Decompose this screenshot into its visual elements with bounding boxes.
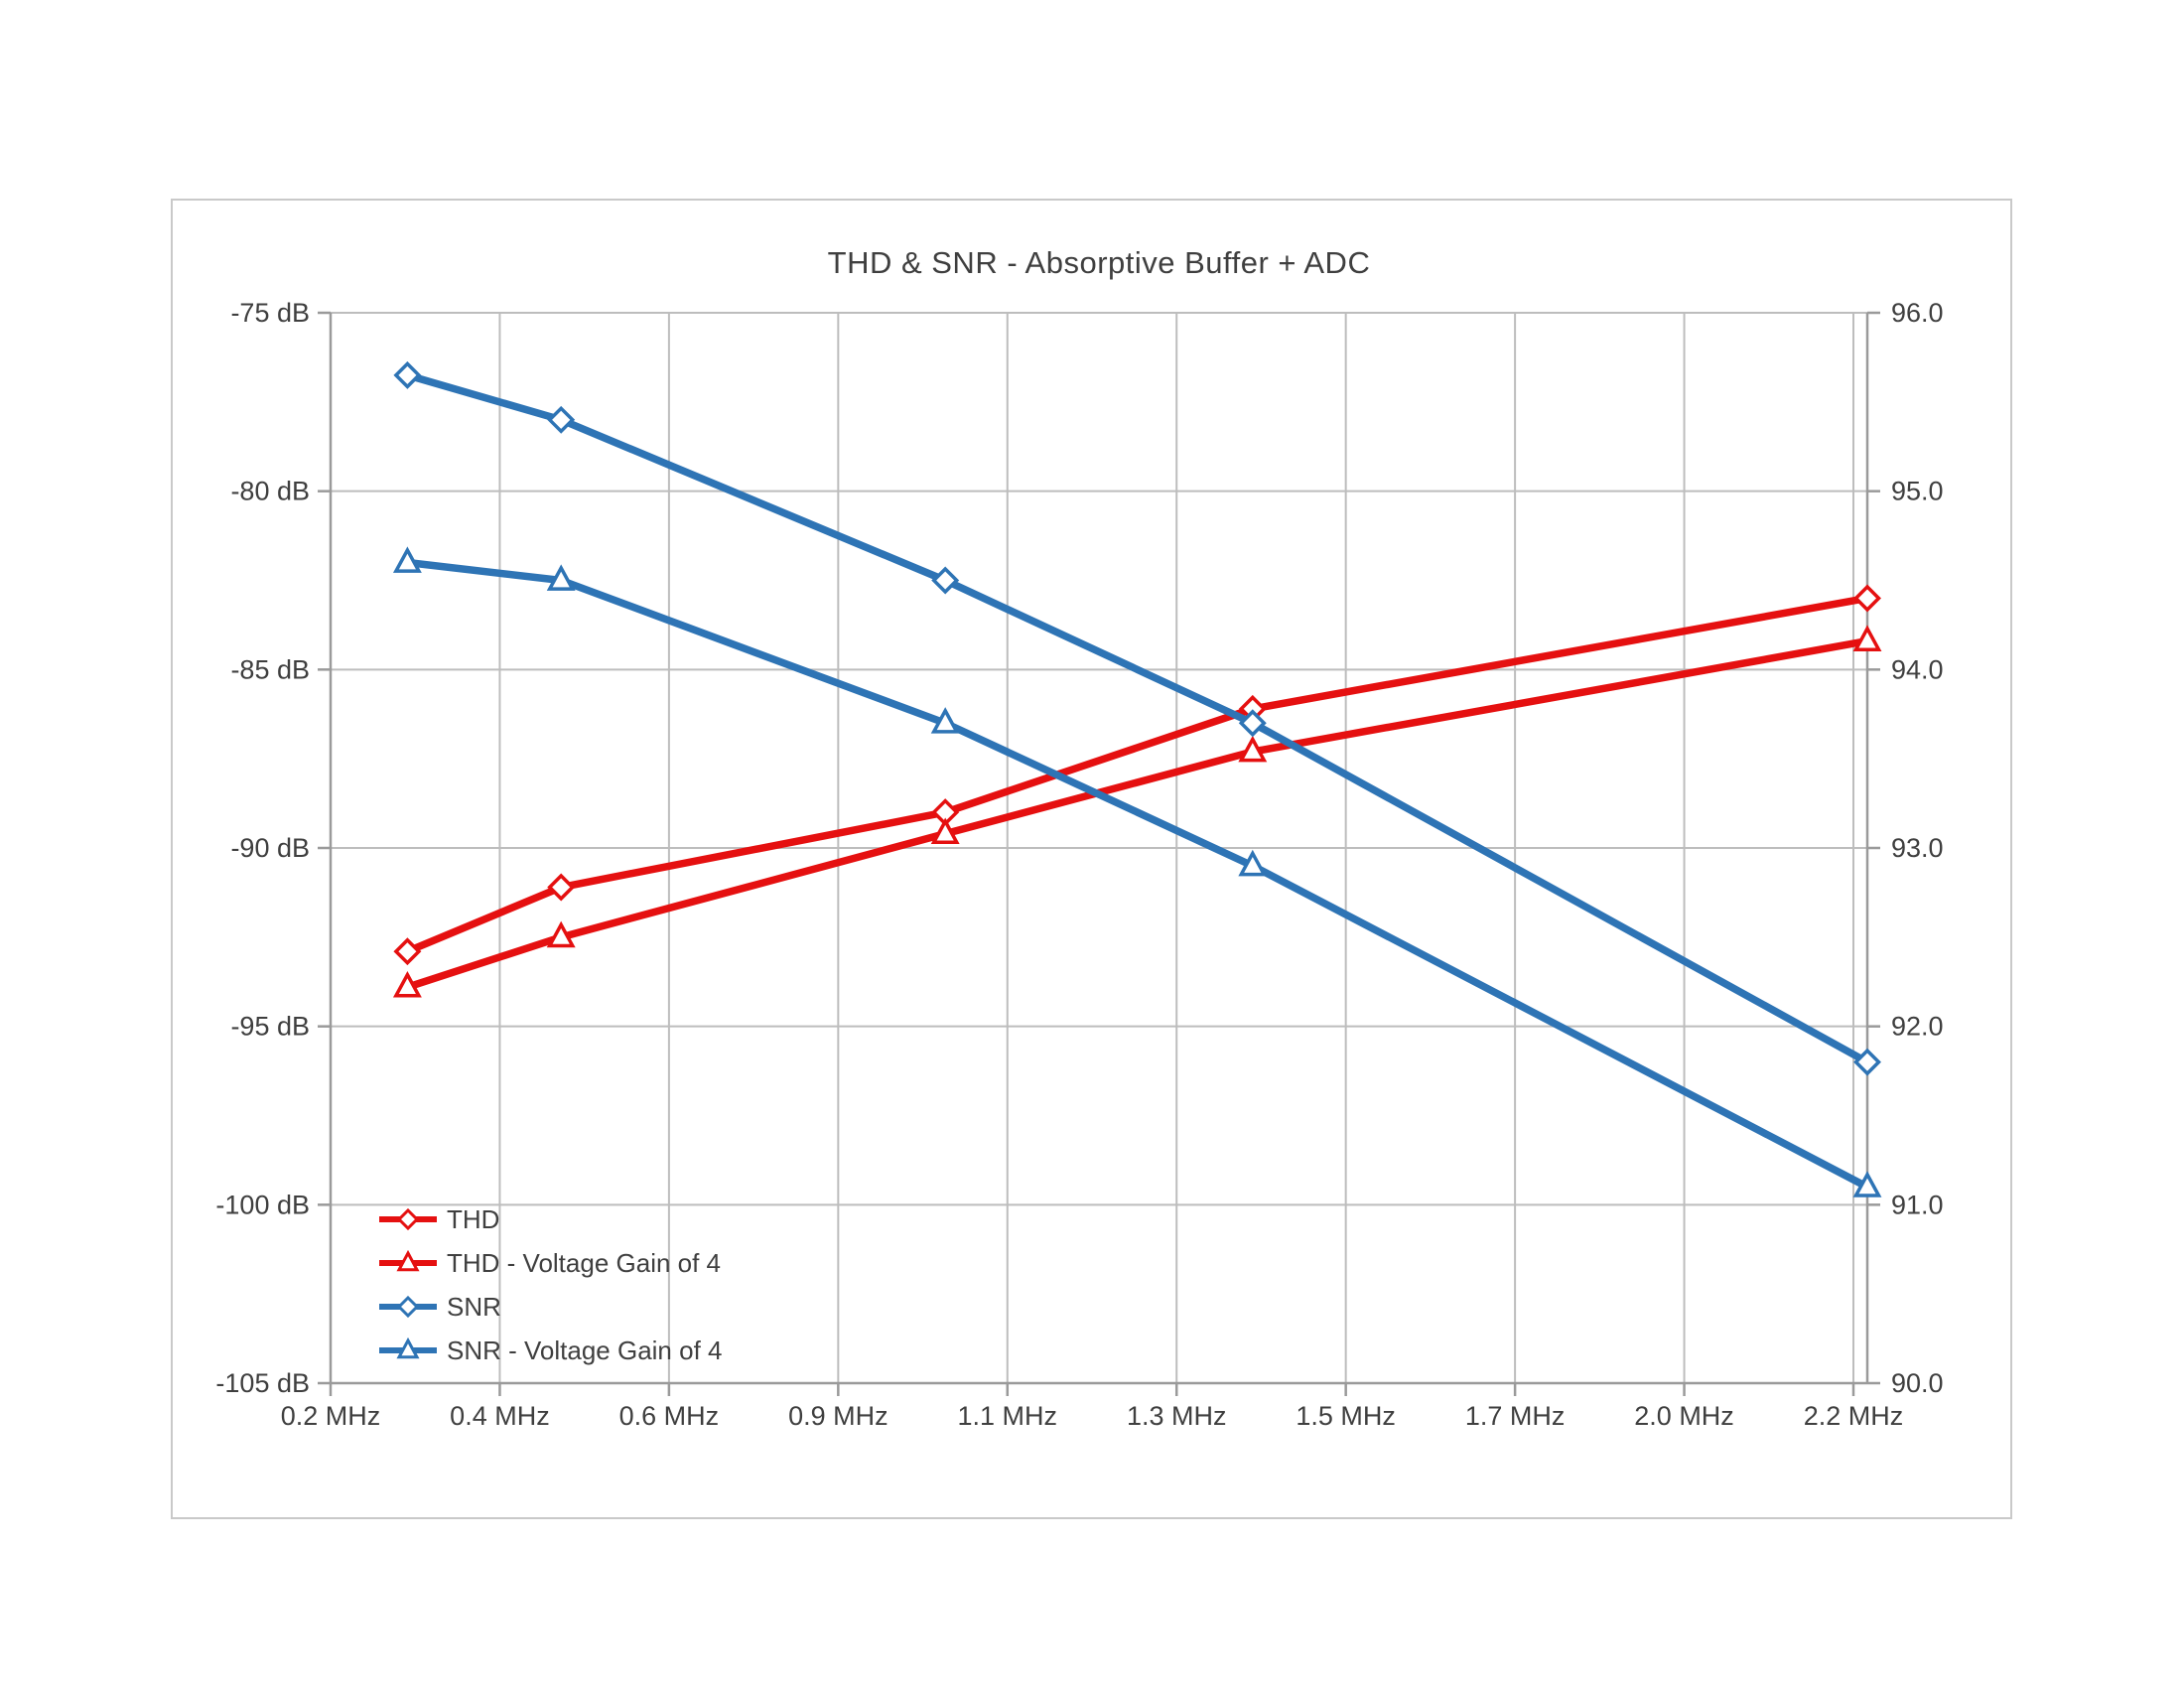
legend-item: SNR - Voltage Gain of 4 <box>377 1329 722 1372</box>
triangle-marker-icon <box>546 564 576 591</box>
diamond-marker-icon <box>1853 584 1881 613</box>
y-right-tick-label: 95.0 <box>1891 477 1944 506</box>
legend-item: THD - Voltage Gain of 4 <box>377 1241 722 1285</box>
y-right-tick-label: 91.0 <box>1891 1190 1944 1219</box>
x-tick-label: 0.9 MHz <box>788 1401 888 1431</box>
chart-legend: THD THD - Voltage Gain of 4 SNR SNR - Volta… <box>377 1197 722 1372</box>
diamond-marker-icon <box>547 873 576 902</box>
legend-label: THD <box>447 1203 500 1234</box>
chart-title: THD & SNR - Absorptive Buffer + ADC <box>827 245 1371 280</box>
diamond-marker-icon <box>393 937 422 966</box>
x-tick-label: 0.4 MHz <box>450 1401 550 1431</box>
x-tick-label: 0.6 MHz <box>619 1401 720 1431</box>
series-line-snr <box>406 371 1869 1065</box>
triangle-marker-icon <box>396 1336 420 1359</box>
triangle-marker-icon <box>1238 735 1268 763</box>
x-tick-label: 1.5 MHz <box>1296 1401 1396 1431</box>
y-right-tick-label: 90.0 <box>1891 1368 1944 1398</box>
x-tick-label: 1.1 MHz <box>958 1401 1058 1431</box>
x-tick-label: 2.2 MHz <box>1804 1401 1904 1431</box>
legend-label: THD - Voltage Gain of 4 <box>447 1247 722 1278</box>
diamond-marker-icon <box>547 405 576 434</box>
legend-diamond-marker-icon <box>379 1295 437 1319</box>
y-left-tick-label: -100 dB <box>215 1190 310 1219</box>
chart-frame <box>171 199 2012 1519</box>
triangle-marker-icon <box>1852 625 1882 651</box>
triangle-marker-icon <box>1852 1171 1882 1197</box>
legend-triangle-marker-icon <box>379 1336 437 1359</box>
triangle-marker-icon <box>1238 849 1268 877</box>
legend-label: SNR - Voltage Gain of 4 <box>447 1335 723 1365</box>
legend-item: SNR <box>377 1285 722 1329</box>
diamond-marker-icon <box>396 1207 420 1231</box>
y-left-tick-label: -80 dB <box>230 477 310 506</box>
x-tick-label: 1.3 MHz <box>1127 1401 1227 1431</box>
diamond-marker-icon <box>931 566 960 595</box>
y-right-tick-label: 93.0 <box>1891 833 1944 863</box>
x-tick-label: 0.2 MHz <box>281 1401 381 1431</box>
y-left-tick-label: -105 dB <box>215 1368 310 1398</box>
legend-label: SNR <box>447 1291 501 1322</box>
x-tick-label: 2.0 MHz <box>1634 1401 1734 1431</box>
diamond-marker-icon <box>396 1295 420 1319</box>
y-left-tick-label: -95 dB <box>230 1012 310 1042</box>
y-left-tick-label: -90 dB <box>230 833 310 863</box>
y-right-tick-label: 96.0 <box>1891 298 1944 328</box>
y-left-tick-label: -85 dB <box>230 654 310 684</box>
series-line-thd <box>405 594 1868 955</box>
diamond-marker-icon <box>1853 1048 1881 1076</box>
triangle-marker-icon <box>392 970 422 998</box>
triangle-marker-icon <box>396 1249 420 1272</box>
y-left-tick-label: -75 dB <box>230 298 310 328</box>
triangle-marker-icon <box>930 707 960 734</box>
legend-diamond-marker-icon <box>379 1207 437 1231</box>
x-tick-label: 1.7 MHz <box>1465 1401 1566 1431</box>
diamond-marker-icon <box>393 360 422 389</box>
legend-triangle-marker-icon <box>379 1249 437 1272</box>
legend-item: THD <box>377 1197 722 1241</box>
y-right-tick-label: 94.0 <box>1891 654 1944 684</box>
triangle-marker-icon <box>930 817 960 845</box>
y-right-tick-label: 92.0 <box>1891 1012 1944 1042</box>
triangle-marker-icon <box>392 546 422 573</box>
triangle-marker-icon <box>546 920 576 948</box>
diamond-marker-icon <box>1238 709 1267 738</box>
